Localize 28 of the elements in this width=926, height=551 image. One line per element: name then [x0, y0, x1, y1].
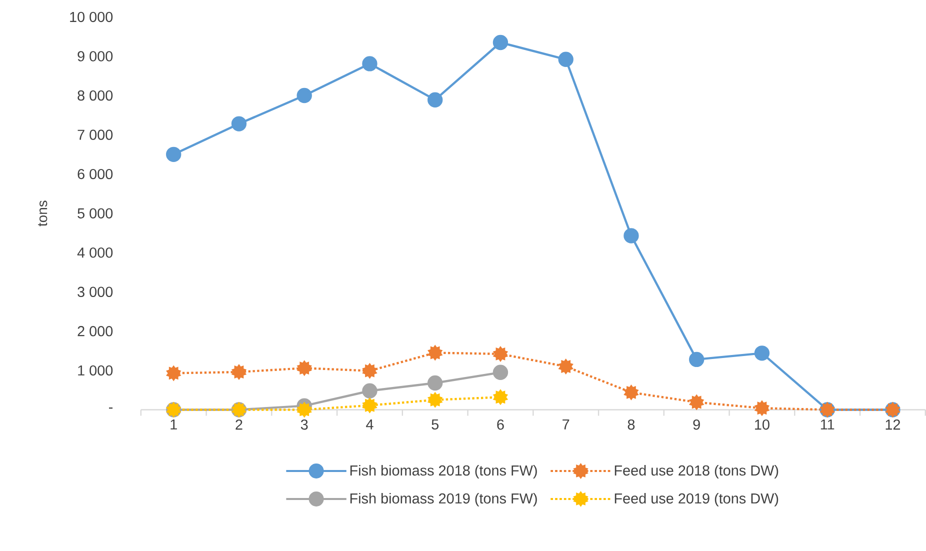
legend-label: Feed use 2018 (tons DW) [614, 465, 778, 479]
x-tick-label: 1 [170, 420, 177, 430]
y-tick-label: 1 000 [78, 366, 113, 376]
x-tick-label: 3 [300, 420, 308, 430]
y-tick-label: 7 000 [78, 130, 113, 140]
y-tick-label: 2 000 [78, 326, 113, 336]
x-tick-label: 5 [432, 420, 439, 430]
y-tick-label: - [108, 408, 113, 409]
x-tick-label: 12 [886, 420, 900, 430]
x-tick-label: 7 [562, 420, 570, 430]
legend-label: Fish biomass 2018 (tons FW) [350, 465, 537, 479]
legend-label: Feed use 2019 (tons DW) [614, 493, 778, 507]
x-tick-label: 8 [628, 420, 635, 430]
legend-label: Fish biomass 2019 (tons FW) [350, 493, 537, 507]
y-tick-label: 3 000 [78, 286, 113, 298]
y-tick-label: 6 000 [78, 169, 113, 180]
y-tick-label: 9 000 [78, 51, 113, 62]
y-tick-label: 8 000 [78, 90, 113, 101]
x-tick-label: 11 [820, 420, 834, 430]
y-axis-title: tons [38, 200, 48, 226]
x-tick-label: 4 [366, 420, 374, 430]
x-tick-label: 9 [693, 420, 700, 430]
x-tick-label: 10 [755, 420, 770, 430]
y-tick-label: 5 000 [78, 208, 113, 219]
y-tick-label: 4 000 [77, 248, 113, 258]
x-tick-label: 2 [236, 420, 242, 430]
x-tick-label: 6 [497, 420, 504, 430]
y-tick-label: 10 000 [70, 12, 113, 22]
